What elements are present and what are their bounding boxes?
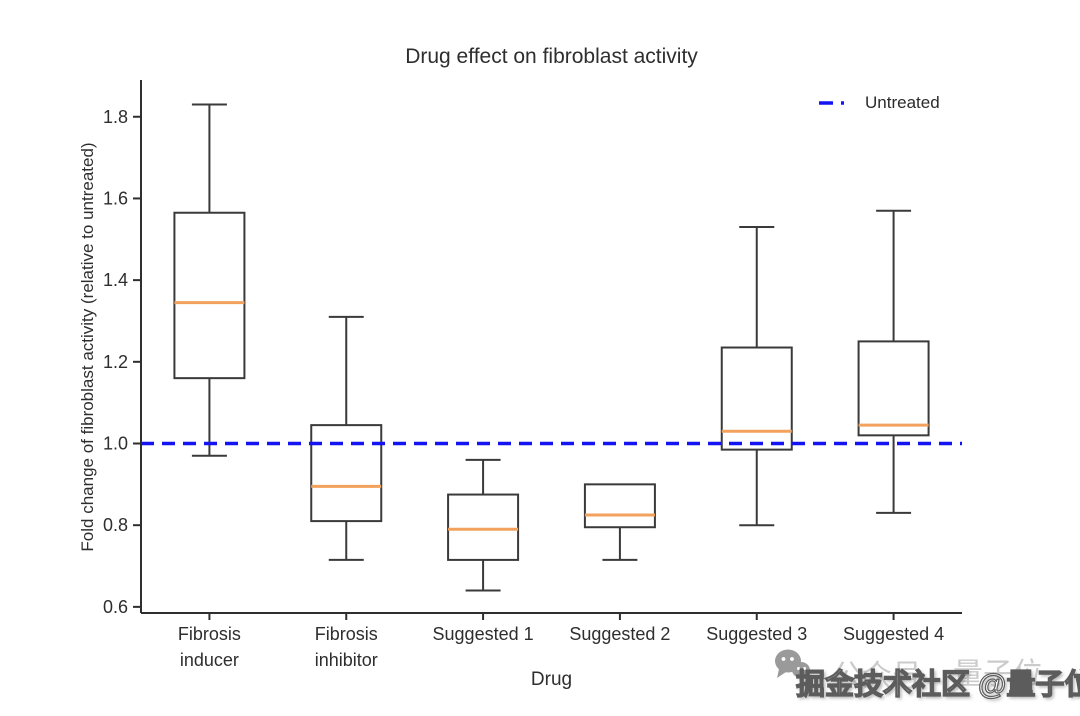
watermark: 公众号 量子位 掘金技术社区 @量子位 (772, 644, 1080, 712)
legend-label: Untreated (865, 93, 940, 112)
y-tick-label: 1.6 (103, 188, 128, 208)
x-axis-label: Drug (530, 669, 573, 690)
chart-title: Drug effect on fibroblast activity (405, 45, 698, 68)
y-tick-label: 1.0 (103, 434, 128, 454)
box (447, 493, 520, 561)
y-tick-label: 1.8 (103, 107, 128, 127)
box (583, 483, 656, 529)
x-tick-label: inducer (180, 650, 239, 670)
y-tick-label: 1.2 (103, 352, 128, 372)
box (720, 346, 793, 451)
watermark-ghost-text-2: 量子位 (953, 658, 1043, 691)
box (857, 340, 930, 437)
x-tick-label: Fibrosis (315, 624, 378, 644)
watermark-ghost-text-1: 公众号 (832, 660, 922, 693)
box (310, 424, 383, 523)
box (173, 211, 246, 380)
legend: Untreated (818, 93, 940, 113)
y-tick-label: 0.6 (103, 597, 128, 617)
x-tick-label: inhibitor (315, 650, 378, 670)
x-tick-label: Suggested 1 (433, 624, 534, 644)
x-tick-label: Suggested 4 (843, 624, 944, 644)
x-tick-label: Suggested 2 (569, 624, 670, 644)
x-tick-label: Fibrosis (178, 624, 241, 644)
x-tick-label: Suggested 3 (706, 624, 807, 644)
watermark-text: 掘金技术社区 @量子位 (795, 668, 1080, 701)
y-tick-label: 1.4 (103, 270, 128, 290)
wechat-icon (772, 646, 812, 691)
y-tick-label: 0.8 (103, 515, 128, 535)
untreated-dash-icon (819, 101, 853, 105)
